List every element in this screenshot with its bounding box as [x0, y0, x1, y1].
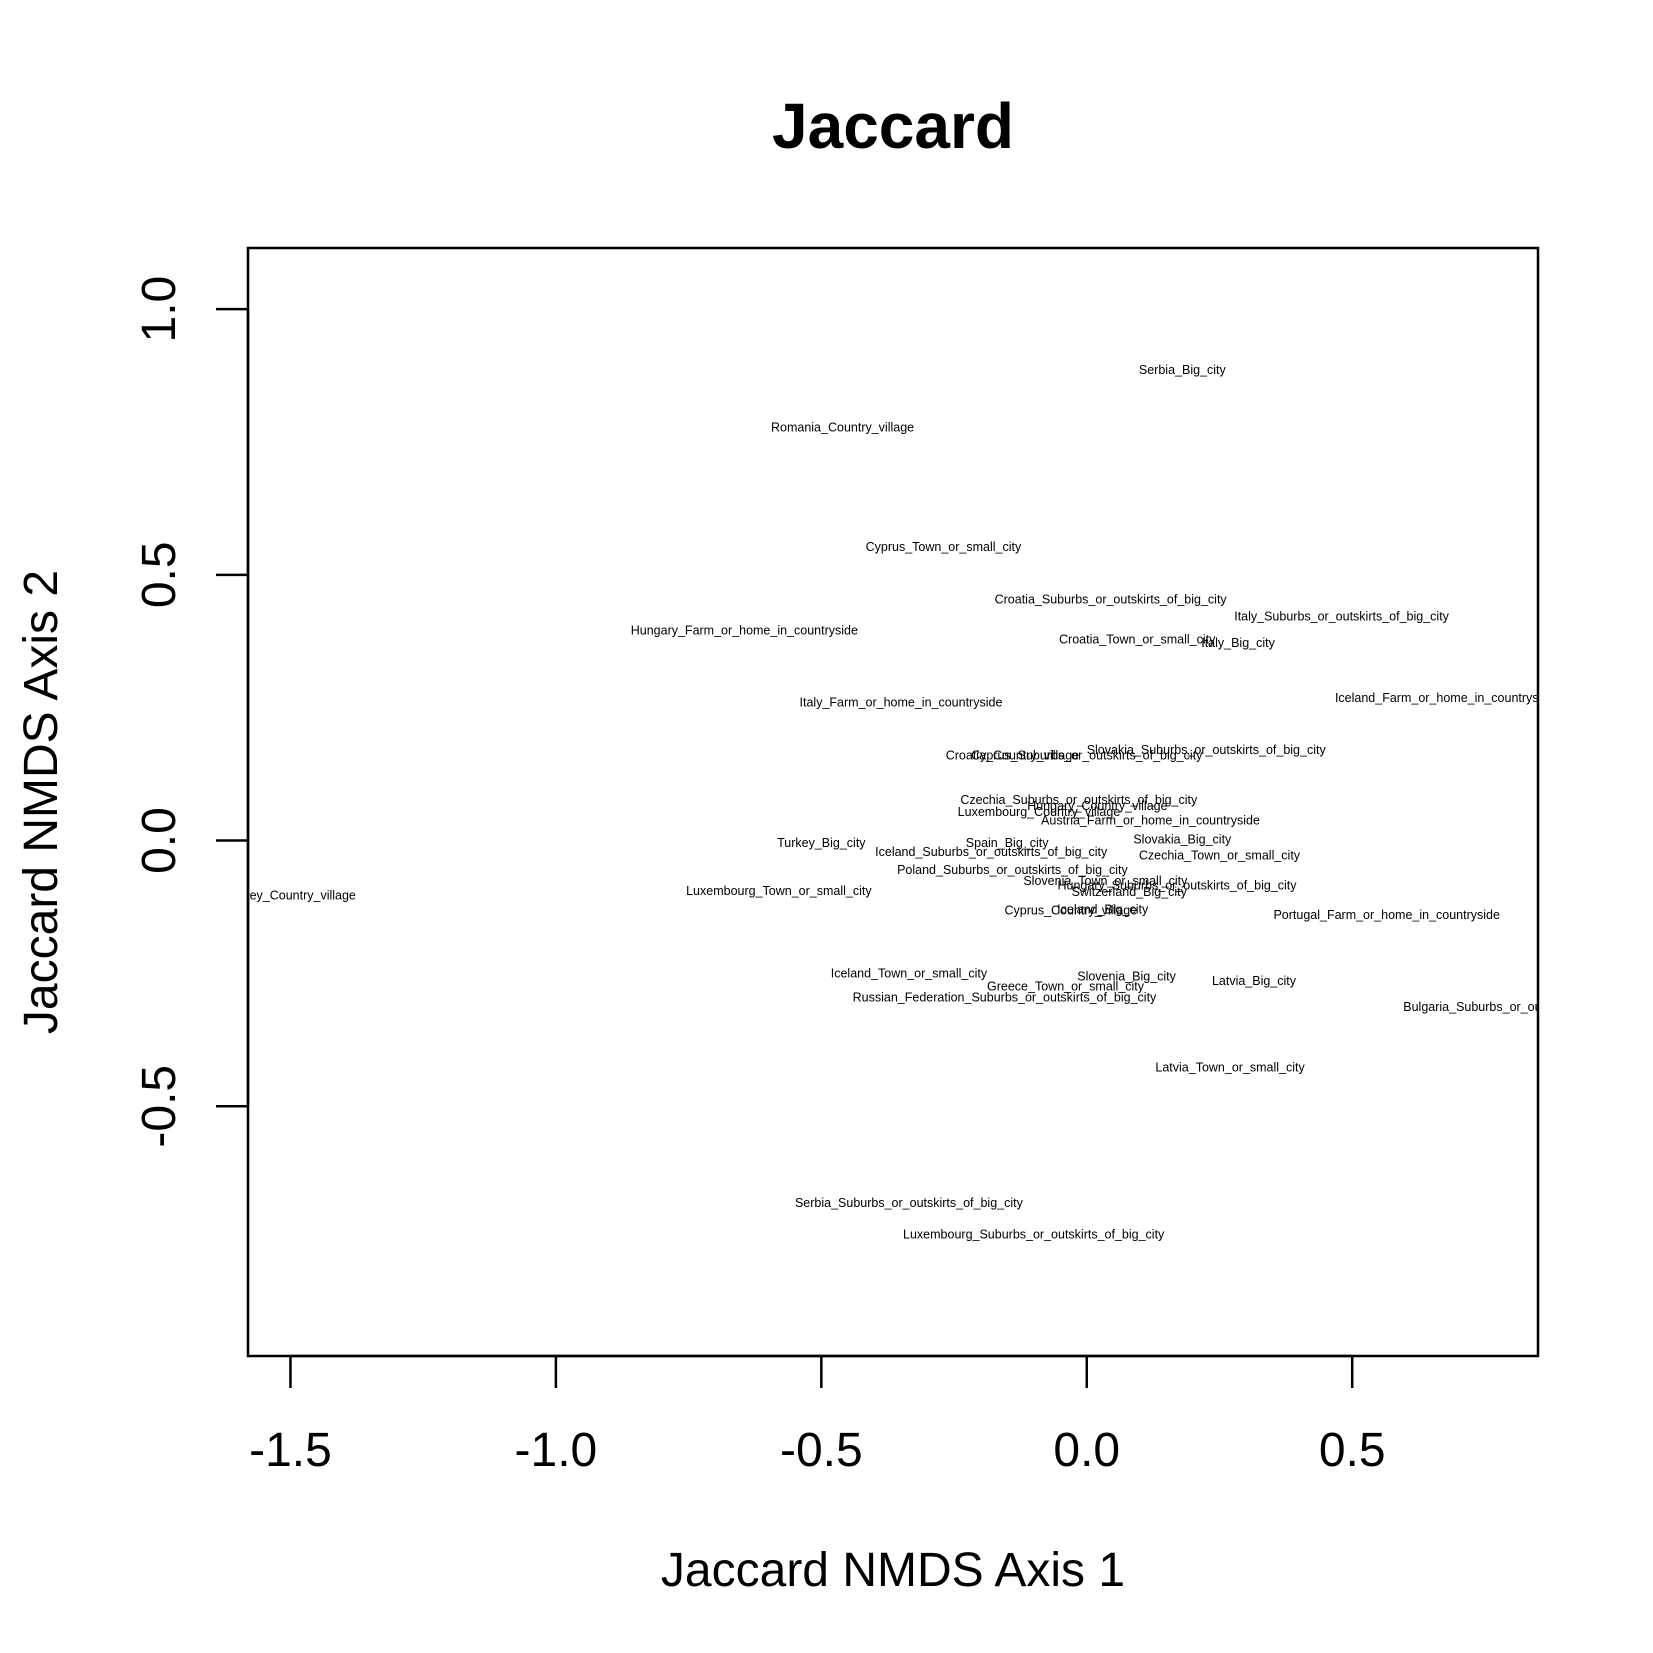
point-label: Luxembourg_Country_village [958, 805, 1121, 819]
point-label: Croatia_Country_village [946, 749, 1079, 763]
point-label: Slovakia_Suburbs_or_outskirts_of_big_cit… [1087, 743, 1327, 757]
point-label: Turkey_Big_city [777, 836, 866, 850]
point-label: Poland_Suburbs_or_outskirts_of_big_city [897, 863, 1128, 877]
point-label: Italy_Big_city [1201, 636, 1275, 650]
x-axis: -1.5 -1.0 -0.5 0.0 0.5 [249, 1354, 1386, 1477]
point-label: Cyprus_Suburbs_or_outskirts_of_big_city [971, 749, 1203, 763]
x-tick-label: 0.0 [1053, 1424, 1120, 1477]
point-labels: Serbia_Big_city Romania_Country_village Cy… [225, 363, 1641, 1241]
point-label: Slovenia_Big_city [1077, 970, 1176, 984]
y-tick-label: 0.5 [133, 541, 186, 608]
point-label: Latvia_Town_or_small_city [1155, 1060, 1305, 1074]
point-label: Croatia_Suburbs_or_outskirts_of_big_city [995, 592, 1228, 606]
x-axis-label: Jaccard NMDS Axis 1 [661, 1544, 1125, 1597]
x-tick-label: -0.5 [780, 1424, 863, 1477]
x-tick-label: -1.0 [515, 1424, 598, 1477]
point-label: Italy_Suburbs_or_outskirts_of_big_city [1234, 609, 1449, 623]
point-label: Cyprus_Town_or_small_city [866, 540, 1022, 554]
y-tick-label: -0.5 [133, 1065, 186, 1148]
point-label: Greece_Town_or_small_city [987, 980, 1145, 994]
point-label: Switzerland_Big_city [1072, 885, 1188, 899]
x-tick-label: -1.5 [249, 1424, 332, 1477]
point-label: Austria_Farm_or_home_in_countryside [1041, 813, 1260, 827]
y-axis: -0.5 0.0 0.5 1.0 [133, 276, 250, 1148]
point-label: Iceland_Farm_or_home_in_countryside [1335, 691, 1555, 705]
point-label: Romania_Country_village [771, 421, 914, 435]
y-axis-label: Jaccard NMDS Axis 2 [15, 570, 68, 1034]
point-label: Cyprus_Country_village [1004, 904, 1137, 918]
point-label: Slovakia_Big_city [1133, 832, 1232, 846]
point-label: Slovenia_Town_or_small_city [1023, 874, 1188, 888]
y-tick-label: 1.0 [133, 276, 186, 343]
y-tick-label: 0.0 [133, 807, 186, 874]
point-label: Serbia_Big_city [1139, 363, 1227, 377]
point-label: Serbia_Suburbs_or_outskirts_of_big_city [795, 1196, 1024, 1210]
point-label: Luxembourg_Suburbs_or_outskirts_of_big_c… [903, 1227, 1165, 1241]
point-label: Russian_Federation_Suburbs_or_outskirts_… [853, 990, 1157, 1004]
point-label: Croatia_Town_or_small_city [1059, 633, 1216, 647]
point-label: Portugal_Farm_or_home_in_countryside [1273, 908, 1500, 922]
point-label: Hungary_Farm_or_home_in_countryside [631, 624, 858, 638]
point-label: Iceland_Suburbs_or_outskirts_of_big_city [875, 845, 1108, 859]
point-label: Czechia_Suburbs_or_outskirts_of_big_city [960, 793, 1198, 807]
point-label: Iceland_Town_or_small_city [831, 966, 988, 980]
point-label: Bulgaria_Suburbs_or_outskirts_of_big_cit… [1403, 1000, 1641, 1014]
plot-frame [246, 246, 1540, 1358]
point-label: Iceland_Big_city [1057, 903, 1149, 917]
point-label: Luxembourg_Town_or_small_city [686, 884, 872, 898]
point-label: Hungary_Suburbs_or_outskirts_of_big_city [1057, 879, 1297, 893]
point-label: Italy_Farm_or_home_in_countryside [800, 695, 1003, 709]
point-label: Hungary_Country_village [1027, 799, 1167, 813]
point-label: Spain_Big_city [966, 836, 1049, 850]
point-label: Latvia_Big_city [1212, 974, 1297, 988]
point-label: Turkey_Country_village [225, 888, 356, 902]
point-label: Czechia_Town_or_small_city [1139, 848, 1301, 862]
chart-title: Jaccard [772, 90, 1014, 162]
x-tick-label: 0.5 [1319, 1424, 1386, 1477]
